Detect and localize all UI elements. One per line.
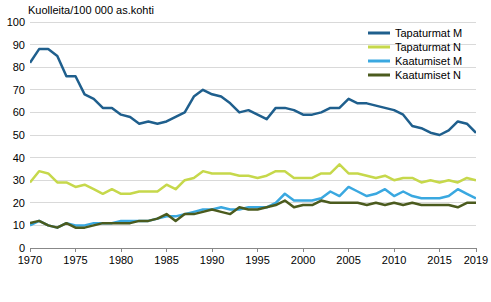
x-tick-label: 1990 — [200, 254, 224, 266]
x-tick-label: 1980 — [109, 254, 133, 266]
y-tick-label: 80 — [13, 61, 25, 73]
x-tick — [75, 248, 76, 252]
x-tick — [166, 248, 167, 252]
series-line — [30, 201, 476, 228]
grid-line — [30, 135, 476, 136]
series-line — [30, 164, 476, 193]
legend-label: Kaatumiset N — [395, 69, 461, 81]
x-tick-label: 1995 — [245, 254, 269, 266]
series-line — [30, 187, 476, 228]
legend-swatch — [368, 46, 390, 49]
y-tick-label: 30 — [13, 174, 25, 186]
grid-line — [30, 248, 476, 249]
grid-line — [30, 22, 476, 23]
y-tick-label: 60 — [13, 106, 25, 118]
legend-swatch — [368, 60, 390, 63]
legend: Tapaturmat M Tapaturmat N Kaatumiset M Kaat… — [368, 27, 462, 81]
y-tick-label: 0 — [19, 242, 25, 254]
grid-line — [30, 157, 476, 158]
x-tick — [439, 248, 440, 252]
x-tick — [212, 248, 213, 252]
legend-label: Kaatumiset M — [395, 55, 462, 67]
grid-line — [30, 180, 476, 181]
x-tick — [30, 248, 31, 252]
x-tick — [348, 248, 349, 252]
y-tick-label: 100 — [7, 16, 25, 28]
x-tick — [257, 248, 258, 252]
x-tick-label: 2010 — [382, 254, 406, 266]
plot-area — [30, 49, 476, 228]
x-tick — [394, 248, 395, 252]
y-tick-label: 70 — [13, 84, 25, 96]
x-tick-label: 2000 — [291, 254, 315, 266]
x-tick-label: 2015 — [427, 254, 451, 266]
legend-label: Tapaturmat N — [395, 41, 461, 53]
y-tick-label: 40 — [13, 152, 25, 164]
y-tick-label: 50 — [13, 129, 25, 141]
x-tick — [303, 248, 304, 252]
grid-line — [30, 89, 476, 90]
legend-swatch — [368, 74, 390, 77]
series-line — [30, 49, 476, 135]
x-tick-label: 2005 — [336, 254, 360, 266]
chart: Kuolleita/100 000 as.kohti 0 10 20 30 40 50 60 7… — [0, 0, 491, 302]
title: Kuolleita/100 000 as.kohti — [28, 4, 154, 16]
x-tick — [121, 248, 122, 252]
y-tick-label: 90 — [13, 39, 25, 51]
x-tick — [476, 248, 477, 252]
x-tick-label: 2019 — [464, 254, 488, 266]
y-tick-label: 10 — [13, 219, 25, 231]
x-axis — [30, 248, 476, 249]
legend-label: Tapaturmat M — [395, 27, 462, 39]
x-tick-label: 1985 — [154, 254, 178, 266]
x-tick-label: 1970 — [18, 254, 42, 266]
legend-swatch — [368, 32, 390, 35]
x-tick-label: 1975 — [63, 254, 87, 266]
y-tick-label: 20 — [13, 197, 25, 209]
